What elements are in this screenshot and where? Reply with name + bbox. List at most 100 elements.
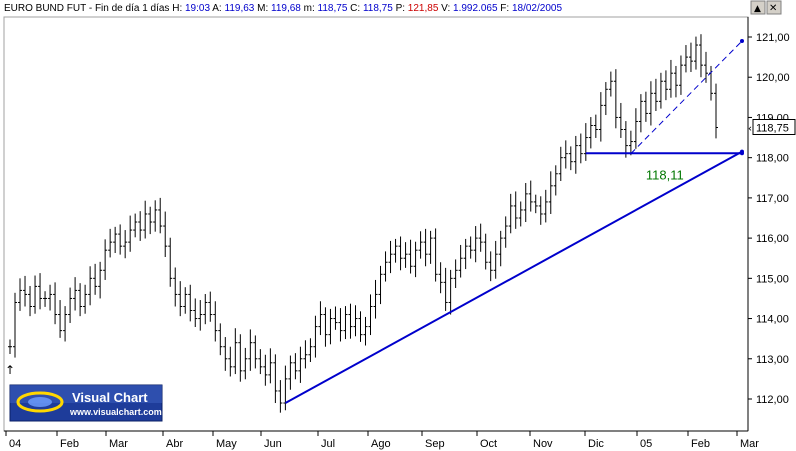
- header-field-value: 19:03: [185, 3, 212, 14]
- header-field-value: 119,68: [271, 3, 304, 14]
- ohlc-bar: [178, 281, 183, 317]
- ohlc-bar: [118, 224, 123, 255]
- header-field-label: M:: [257, 3, 271, 14]
- ohlc-bar: [653, 78, 658, 112]
- header-timeframe: Fin de día 1 días: [95, 3, 172, 14]
- ohlc-bar: [58, 300, 63, 338]
- ohlc-bar: [208, 291, 213, 322]
- ohlc-bar: [313, 315, 318, 358]
- ohlc-bar: [318, 301, 323, 336]
- ohlc-bar: [63, 306, 68, 342]
- ohlc-bar: [443, 267, 448, 311]
- ohlc-bar: [643, 91, 648, 122]
- ohlc-bar: [303, 340, 308, 369]
- header-field-label: m:: [304, 3, 318, 14]
- ohlc-bar: [383, 251, 388, 282]
- header-field-value: 1.992.065: [453, 3, 500, 14]
- y-tick-label: 114,00: [756, 314, 789, 326]
- ohlc-bar: [323, 307, 328, 347]
- ohlc-bar: [553, 165, 558, 196]
- ohlc-bar: [483, 233, 488, 270]
- ohlc-bar: [258, 349, 263, 375]
- ohlc-bar: [598, 92, 603, 142]
- trendline-handle[interactable]: [740, 151, 744, 156]
- ohlc-bar: [18, 278, 23, 311]
- ohlc-bar: [108, 228, 113, 258]
- ohlc-bar: [53, 282, 58, 325]
- ohlc-bar: [603, 82, 608, 116]
- ohlc-bar: [348, 303, 353, 339]
- x-tick-label: Abr: [166, 438, 183, 450]
- ohlc-bar: [308, 338, 313, 362]
- time-axis: 04 Feb Mar Abr May Jun Jul Ago Sep Oct Nov Dic 05 Feb…: [5, 431, 759, 450]
- ohlc-bar: [693, 36, 698, 70]
- ohlc-bar: [608, 71, 613, 97]
- ohlc-bar: [293, 353, 298, 380]
- x-tick-label: 05: [640, 438, 652, 450]
- ohlc-bar: [243, 347, 248, 380]
- ohlc-bar: [88, 266, 93, 306]
- ohlc-bar: [43, 291, 48, 307]
- ohlc-bar: [233, 328, 238, 375]
- header-field-label: H:: [172, 3, 185, 14]
- ohlc-bar: [473, 226, 478, 263]
- ohlc-bar: [623, 121, 628, 158]
- minimize-button[interactable]: [750, 0, 766, 15]
- last-price-label: 118,75: [756, 123, 789, 135]
- ohlc-bar: [388, 240, 393, 274]
- y-tick-label: 112,00: [756, 394, 789, 406]
- ohlc-bar: [573, 135, 578, 174]
- x-tick-label: May: [216, 438, 237, 450]
- ohlc-bar: [418, 231, 423, 259]
- ohlc-bar: [398, 236, 403, 271]
- ohlc-bar: [93, 263, 98, 295]
- ohlc-bar: [223, 337, 228, 371]
- ohlc-bar: [253, 335, 258, 369]
- ohlc-bar: [458, 244, 463, 278]
- ohlc-bar: [518, 201, 523, 227]
- ohlc-bar: [158, 197, 163, 234]
- ohlc-bar: [358, 311, 363, 342]
- ohlc-bar: [668, 59, 673, 98]
- ohlc-bar: [413, 241, 418, 278]
- ohlc-bar: [478, 223, 483, 252]
- ohlc-bar: [408, 239, 413, 274]
- support-trendline[interactable]: [284, 150, 743, 404]
- ohlc-bar: [33, 275, 38, 314]
- ohlc-bar: [163, 211, 168, 258]
- ohlc-bar: [508, 193, 513, 234]
- ohlc-bar: [138, 211, 143, 241]
- trendline-handle[interactable]: [740, 39, 744, 44]
- ohlc-bar: [83, 284, 88, 314]
- ohlc-bar: [423, 228, 428, 267]
- ohlc-bar: [113, 226, 118, 253]
- y-tick-label: 121,00: [756, 32, 790, 44]
- logo-title: Visual Chart: [72, 390, 148, 405]
- last-price-box: [752, 119, 796, 135]
- x-tick-label: Dic: [588, 438, 604, 450]
- ohlc-bar: [168, 237, 173, 287]
- ohlc-bar: [463, 238, 468, 270]
- header-field-label: F:: [500, 3, 512, 14]
- plot-area: [3, 16, 749, 432]
- ohlc-bar: [448, 269, 453, 315]
- ohlc-bar: [128, 215, 133, 252]
- ohlc-bar: [663, 70, 668, 101]
- ohlc-bar: [543, 189, 548, 223]
- ohlc-bar: [28, 285, 33, 317]
- ohlc-bar: [533, 194, 538, 214]
- ohlc-bar: [98, 261, 103, 299]
- x-tick-label: Feb: [691, 438, 710, 450]
- dashed-trendline[interactable]: [630, 40, 743, 154]
- logo-url: www.visualchart.com: [69, 407, 162, 417]
- ohlc-bar: [503, 216, 508, 248]
- ohlc-bar: [193, 298, 198, 328]
- ohlc-bar: [703, 51, 708, 83]
- logo-swirl-icon: [16, 391, 64, 413]
- ohlc-bar: [658, 72, 663, 109]
- price-axis: 121,00120,00119,00118,00117,00116,00115,…: [748, 32, 796, 406]
- ohlc-bar: [403, 242, 408, 268]
- close-button[interactable]: [766, 0, 782, 15]
- ohlc-bar: [528, 180, 533, 212]
